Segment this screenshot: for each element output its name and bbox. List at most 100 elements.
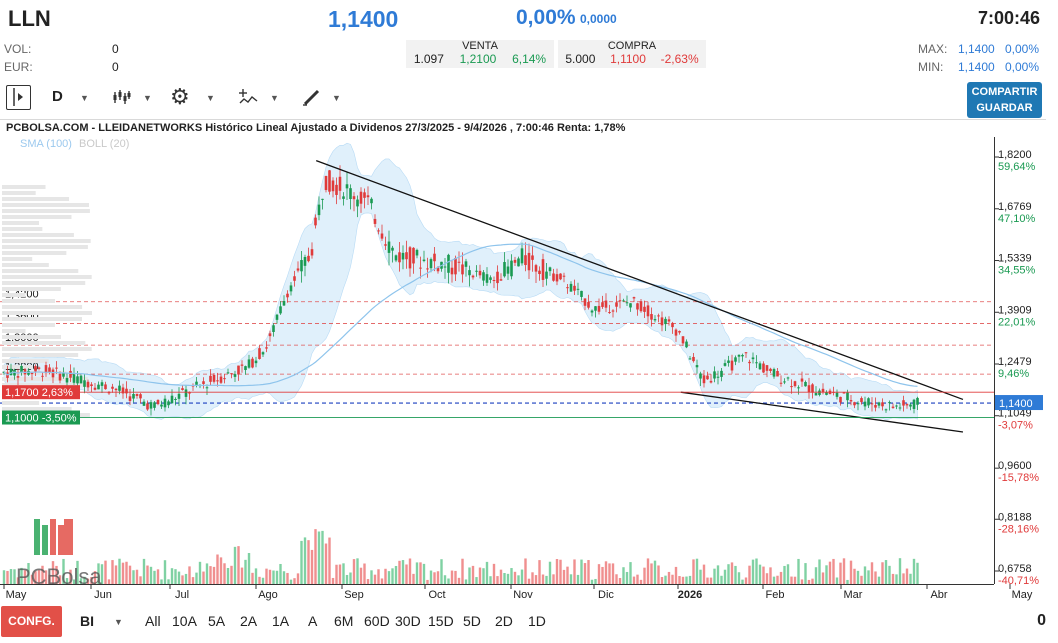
period-60d[interactable]: 60D bbox=[364, 613, 390, 629]
volume-bar bbox=[786, 564, 790, 584]
profile-bar bbox=[2, 293, 26, 297]
profile-bar bbox=[2, 311, 92, 315]
period-15d[interactable]: 15D bbox=[428, 613, 454, 629]
candle-body bbox=[821, 388, 825, 393]
candle-body bbox=[545, 271, 548, 279]
volume-bar bbox=[902, 573, 905, 584]
period-6m[interactable]: 6M bbox=[334, 613, 354, 629]
volume-bar bbox=[688, 575, 692, 584]
candle-body bbox=[125, 388, 128, 394]
candle-body bbox=[93, 387, 97, 390]
period-1d[interactable]: 1D bbox=[528, 613, 546, 629]
candle-body bbox=[433, 253, 436, 262]
chevron-down-icon[interactable]: ▼ bbox=[270, 93, 279, 103]
candle-body bbox=[205, 387, 209, 389]
period-2a[interactable]: 2A bbox=[240, 613, 258, 629]
compra-qty: 5.000 bbox=[565, 52, 596, 66]
period-30d[interactable]: 30D bbox=[395, 613, 421, 629]
volume-bar bbox=[153, 570, 156, 584]
volume-bars bbox=[2, 529, 919, 584]
volume-bar bbox=[492, 563, 496, 584]
volume-bar bbox=[765, 573, 769, 584]
candle-body bbox=[132, 394, 135, 399]
mode-selector[interactable]: BI bbox=[80, 613, 94, 629]
candle-body bbox=[730, 360, 734, 371]
save-label[interactable]: GUARDAR bbox=[976, 102, 1033, 114]
candle-body bbox=[321, 198, 324, 200]
period-5a[interactable]: 5A bbox=[208, 613, 226, 629]
panel-toggle-icon[interactable] bbox=[6, 85, 31, 110]
volume-bar bbox=[751, 559, 755, 584]
volume-bar bbox=[559, 559, 562, 584]
volume-bar bbox=[881, 562, 884, 584]
draw-pencil-icon[interactable] bbox=[302, 88, 322, 111]
volume-bar bbox=[912, 558, 916, 584]
candle-body bbox=[573, 285, 576, 291]
volume-bar bbox=[258, 576, 261, 584]
chevron-down-icon[interactable]: ▼ bbox=[332, 93, 341, 103]
volume-bar bbox=[531, 572, 534, 584]
candle-body bbox=[804, 381, 807, 387]
period-1a[interactable]: 1A bbox=[272, 613, 290, 629]
candle-body bbox=[713, 371, 716, 379]
volume-bar bbox=[202, 571, 205, 584]
candle-body bbox=[625, 302, 629, 304]
candle-body bbox=[772, 369, 776, 377]
compra-box: COMPRA 5.000 1,1100 -2,63% bbox=[558, 40, 706, 68]
candle-body bbox=[160, 404, 163, 407]
candles-icon[interactable] bbox=[112, 88, 132, 111]
volume-bar bbox=[699, 569, 702, 584]
profile-bar bbox=[2, 263, 49, 267]
last-update-time: 7:00:46 bbox=[977, 8, 1040, 28]
max-label: MAX: bbox=[918, 42, 948, 56]
period-5d[interactable]: 5D bbox=[463, 613, 481, 629]
candle-body bbox=[797, 387, 800, 389]
candle-body bbox=[807, 385, 811, 393]
gear-icon[interactable]: ⚙ bbox=[170, 84, 190, 109]
volume-bar bbox=[615, 574, 618, 584]
volume-bar bbox=[874, 571, 877, 584]
period-a[interactable]: A bbox=[308, 613, 318, 629]
candle-body bbox=[384, 244, 387, 246]
candle-body bbox=[65, 378, 69, 383]
candle-body bbox=[566, 287, 569, 289]
candle-body bbox=[457, 261, 461, 263]
x-tick-label: Jun bbox=[94, 589, 112, 601]
volume-bar bbox=[769, 567, 772, 584]
config-button[interactable]: CONFG. bbox=[1, 606, 62, 637]
candle-body bbox=[216, 380, 219, 382]
y-tick-pct: 22,01% bbox=[998, 316, 1036, 328]
candle-body bbox=[461, 264, 464, 275]
share-label[interactable]: COMPARTIR bbox=[971, 86, 1038, 98]
candle-body bbox=[128, 396, 132, 401]
chevron-down-icon[interactable]: ▼ bbox=[114, 617, 123, 627]
period-2d[interactable]: 2D bbox=[495, 613, 513, 629]
chevron-down-icon[interactable]: ▼ bbox=[206, 93, 215, 103]
y-tick-pct: -3,07% bbox=[998, 420, 1033, 432]
period-all[interactable]: All bbox=[145, 613, 161, 629]
chevron-down-icon[interactable]: ▼ bbox=[143, 93, 152, 103]
candle-body bbox=[454, 257, 457, 275]
period-selector[interactable]: D bbox=[52, 88, 63, 105]
profile-bar bbox=[2, 251, 67, 255]
candle-body bbox=[853, 402, 856, 406]
logo-bar bbox=[42, 525, 48, 555]
y-tick-label: 1,3909 bbox=[998, 304, 1032, 316]
candle-body bbox=[671, 322, 674, 328]
profile-bar bbox=[2, 287, 61, 291]
indicators-icon[interactable] bbox=[238, 88, 258, 111]
chevron-down-icon[interactable]: ▼ bbox=[80, 93, 89, 103]
volume-bar bbox=[632, 576, 636, 584]
candle-body bbox=[447, 254, 450, 273]
volume-bar bbox=[450, 570, 454, 584]
period-10a[interactable]: 10A bbox=[172, 613, 197, 629]
candle-body bbox=[485, 274, 489, 283]
volume-bar bbox=[804, 563, 807, 584]
logo-bar bbox=[34, 519, 40, 555]
volume-bar bbox=[48, 574, 51, 584]
share-save-button[interactable]: COMPARTIR GUARDAR bbox=[967, 82, 1042, 118]
volume-bar bbox=[709, 577, 713, 584]
candle-body bbox=[377, 230, 380, 232]
volume-bar bbox=[594, 578, 597, 584]
